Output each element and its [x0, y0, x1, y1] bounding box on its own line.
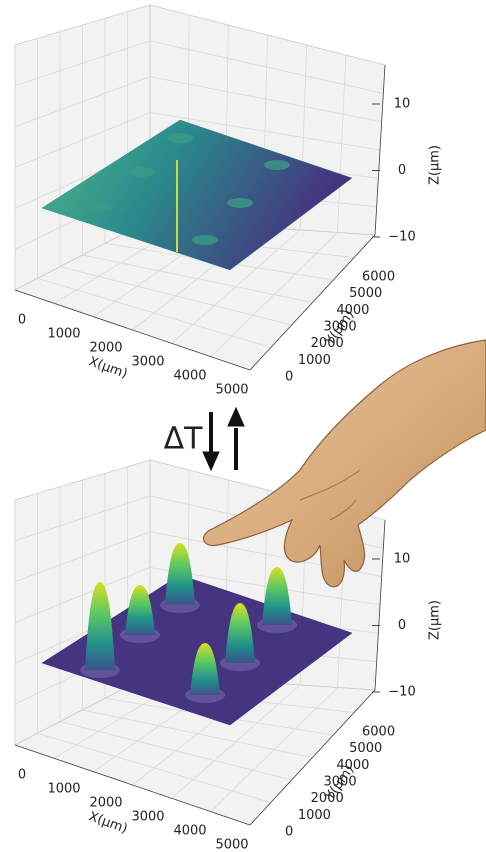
x-tick-label: 1000 — [47, 782, 80, 797]
x-tick-label: 5000 — [215, 383, 248, 398]
figure: 0100020003000400050000100020003000400050… — [0, 0, 486, 852]
dimple — [227, 198, 253, 208]
plot-3d: 0100020003000400050000100020003000400050… — [15, 460, 443, 852]
z-tick-label: −10 — [388, 685, 415, 700]
x-tick-label: 4000 — [173, 824, 206, 839]
y-tick-label: 0 — [285, 825, 293, 840]
y-tick-label: 1000 — [298, 353, 331, 368]
y-tick-label: 5000 — [349, 286, 382, 301]
x-tick-label: 2000 — [89, 796, 122, 811]
z-tick-label: −10 — [388, 230, 415, 245]
transition-label: ΔT — [164, 422, 204, 457]
y-tick-label: 0 — [285, 370, 293, 385]
y-tick-label: 5000 — [349, 741, 382, 756]
dimple — [264, 160, 290, 170]
x-tick-label: 1000 — [47, 327, 80, 342]
x-tick-label: 0 — [18, 313, 26, 328]
y-tick-label: 6000 — [362, 270, 395, 285]
y-tick-label: 1000 — [298, 808, 331, 823]
dimple — [192, 235, 218, 245]
plot-3d: 0100020003000400050000100020003000400050… — [15, 5, 443, 398]
x-tick-label: 3000 — [131, 810, 164, 825]
x-tick-label: 3000 — [131, 355, 164, 370]
arrows — [203, 408, 244, 470]
x-tick-label: 2000 — [89, 341, 122, 356]
z-tick-label: 10 — [394, 97, 411, 112]
dimple — [167, 133, 193, 143]
x-axis-label: X(μm) — [87, 809, 130, 837]
y-tick-label: 6000 — [362, 725, 395, 740]
x-axis-label: X(μm) — [87, 354, 130, 382]
z-tick-label: 0 — [398, 618, 406, 633]
x-tick-label: 0 — [18, 768, 26, 783]
z-axis-label: Z(μm) — [428, 145, 443, 185]
z-tick-label: 0 — [398, 163, 406, 178]
dimple — [87, 202, 113, 212]
dimple — [129, 167, 155, 177]
z-axis-label: Z(μm) — [428, 600, 443, 640]
x-tick-label: 5000 — [215, 838, 248, 852]
x-tick-label: 4000 — [173, 369, 206, 384]
z-tick-label: 10 — [394, 552, 411, 567]
